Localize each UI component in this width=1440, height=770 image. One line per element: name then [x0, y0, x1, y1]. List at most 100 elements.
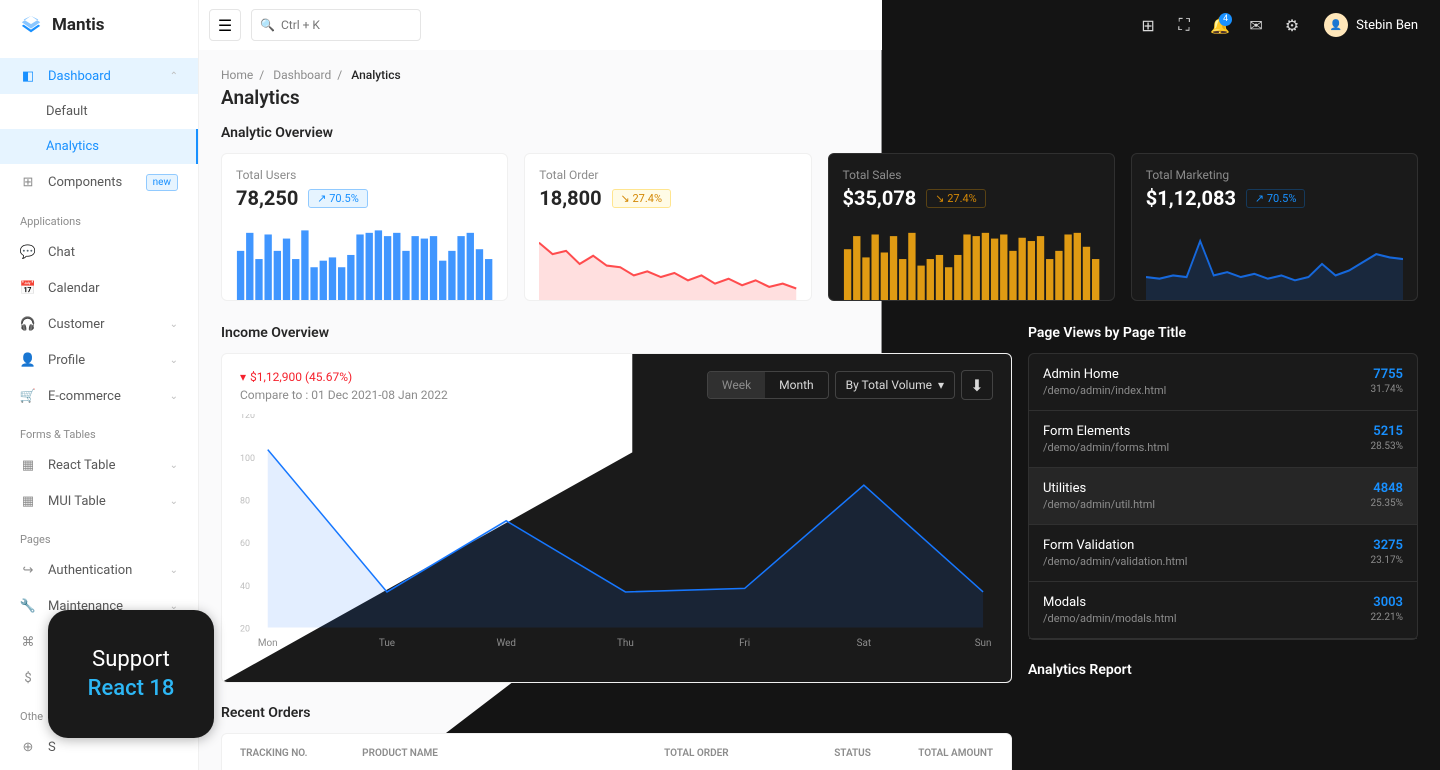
nav-label: E-commerce: [48, 389, 121, 404]
nav-analytics[interactable]: Analytics: [0, 129, 198, 164]
pv-path: /demo/admin/modals.html: [1043, 612, 1177, 625]
nav-label: MUI Table: [48, 494, 106, 509]
nav-react-table[interactable]: ▦React Table⌄: [0, 447, 198, 483]
download-button[interactable]: ⬇: [961, 370, 993, 400]
badge-new: new: [146, 174, 178, 191]
pageview-row[interactable]: Form Validation/demo/admin/validation.ht…: [1029, 525, 1417, 582]
stat-label: Total Users: [236, 168, 493, 182]
support-line1: Support: [92, 647, 170, 672]
pageview-row[interactable]: Utilities/demo/admin/util.html484825.35%: [1029, 468, 1417, 525]
nav-label: Dashboard: [48, 69, 111, 84]
svg-text:100: 100: [240, 454, 255, 464]
chevron-down-icon: ⌄: [170, 565, 178, 576]
avatar: 👤: [1324, 13, 1348, 37]
nav-auth[interactable]: ↪Authentication⌄: [0, 552, 198, 588]
nav-label: S: [48, 740, 56, 755]
pv-count: 7755: [1371, 367, 1403, 382]
support-badge[interactable]: Support React 18: [48, 610, 214, 738]
nav-ecommerce[interactable]: 🛒 E-commerce ⌄: [0, 378, 198, 414]
volume-dropdown[interactable]: By Total Volume▾: [835, 371, 955, 399]
components-icon: ⊞: [20, 175, 36, 191]
seg-week[interactable]: Week: [708, 372, 765, 398]
stat-card-0: Total Users 78,250 ↗ 70.5%: [221, 153, 508, 301]
pv-path: /demo/admin/util.html: [1043, 498, 1155, 511]
income-heading: Income Overview: [221, 325, 1012, 341]
pageview-row[interactable]: Form Elements/demo/admin/forms.html52152…: [1029, 411, 1417, 468]
nav-menu-levels[interactable]: ☰Menu Levels⌄: [0, 765, 198, 770]
link-icon: ⌘: [20, 634, 36, 650]
svg-text:Mon: Mon: [258, 638, 278, 649]
pageviews-heading: Page Views by Page Title: [1028, 325, 1418, 341]
svg-text:20: 20: [240, 625, 250, 635]
stat-card-1: Total Order 18,800 ↘ 27.4%: [524, 153, 811, 301]
stat-card-3: Total Marketing $1,12,083 ↗ 70.5%: [1131, 153, 1418, 301]
nav-dashboard[interactable]: ◧ Dashboard ⌃: [0, 58, 198, 94]
col-order: TOTAL ORDER: [607, 748, 729, 759]
user-menu[interactable]: 👤 Stebin Ben: [1312, 13, 1430, 37]
pv-path: /demo/admin/forms.html: [1043, 441, 1169, 454]
nav-profile[interactable]: 👤Profile⌄: [0, 342, 198, 378]
nav-chat[interactable]: 💬Chat: [0, 234, 198, 270]
chat-icon: 💬: [20, 244, 36, 260]
nav-label: Customer: [48, 317, 105, 332]
settings-icon[interactable]: ⚙: [1276, 9, 1308, 41]
pv-path: /demo/admin/index.html: [1043, 384, 1166, 397]
nav-label: Calendar: [48, 281, 100, 296]
nav-components[interactable]: ⊞ Components new: [0, 164, 198, 201]
apps-icon[interactable]: ⊞: [1132, 9, 1164, 41]
crumb-dashboard[interactable]: Dashboard: [273, 68, 331, 82]
stat-label: Total Marketing: [1146, 168, 1403, 182]
pageview-row[interactable]: Admin Home/demo/admin/index.html775531.7…: [1029, 354, 1417, 411]
nav-mui-table[interactable]: ▦MUI Table⌄: [0, 483, 198, 519]
chevron-down-icon: ⌄: [170, 355, 178, 366]
nav-default[interactable]: Default: [0, 94, 198, 129]
logo-icon: [20, 14, 42, 36]
chevron-up-icon: ⌃: [170, 71, 178, 82]
chevron-down-icon: ⌄: [170, 319, 178, 330]
trend-badge: ↗ 70.5%: [1246, 189, 1305, 208]
pv-title: Admin Home: [1043, 367, 1166, 382]
page-title: Analytics: [221, 86, 1418, 109]
crumb-current: Analytics: [351, 68, 400, 82]
caret-down-icon: ▾: [240, 370, 246, 384]
nav-section-forms: Forms & Tables: [0, 414, 198, 447]
search-field[interactable]: [281, 18, 412, 32]
pageview-row[interactable]: Modals/demo/admin/modals.html300322.21%: [1029, 582, 1417, 639]
chevron-down-icon: ⌄: [170, 391, 178, 402]
auth-icon: ↪: [20, 562, 36, 578]
user-name: Stebin Ben: [1356, 18, 1418, 33]
orders-table-header: TRACKING NO. PRODUCT NAME TOTAL ORDER ST…: [221, 733, 1012, 770]
pv-path: /demo/admin/validation.html: [1043, 555, 1187, 568]
pv-pct: 28.53%: [1371, 441, 1403, 452]
trend-badge: ↗ 70.5%: [308, 189, 367, 208]
chevron-down-icon: ⌄: [170, 460, 178, 471]
nav-customer[interactable]: 🎧Customer⌄: [0, 306, 198, 342]
dashboard-icon: ◧: [20, 68, 36, 84]
nav-calendar[interactable]: 📅Calendar: [0, 270, 198, 306]
income-delta: ▾$1,12,900 (45.67%): [240, 370, 448, 384]
stat-cards-row: Total Users 78,250 ↗ 70.5% Total Order 1…: [221, 153, 1418, 301]
notifications-icon[interactable]: 🔔4: [1204, 9, 1236, 41]
table-icon: ▦: [20, 493, 36, 509]
logo[interactable]: Mantis: [0, 0, 198, 50]
profile-icon: 👤: [20, 352, 36, 368]
seg-month[interactable]: Month: [765, 372, 827, 398]
globe-icon: ⊕: [20, 739, 36, 755]
pv-title: Form Validation: [1043, 538, 1187, 553]
svg-text:80: 80: [240, 496, 250, 506]
period-segment: Week Month: [707, 371, 829, 399]
support-line2: React 18: [88, 676, 175, 701]
pv-count: 3003: [1371, 595, 1403, 610]
overview-heading: Analytic Overview: [221, 125, 1418, 141]
fullscreen-icon[interactable]: ⛶: [1168, 9, 1200, 41]
search-input[interactable]: 🔍: [251, 9, 421, 41]
report-heading: Analytics Report: [1028, 662, 1418, 678]
crumb-home[interactable]: Home: [221, 68, 253, 82]
cart-icon: 🛒: [20, 388, 36, 404]
mail-icon[interactable]: ✉: [1240, 9, 1272, 41]
svg-text:60: 60: [240, 539, 250, 549]
pv-title: Modals: [1043, 595, 1177, 610]
recent-heading: Recent Orders: [221, 705, 1012, 721]
trend-badge: ↘ 27.4%: [612, 189, 671, 208]
menu-toggle-button[interactable]: ☰: [209, 9, 241, 41]
